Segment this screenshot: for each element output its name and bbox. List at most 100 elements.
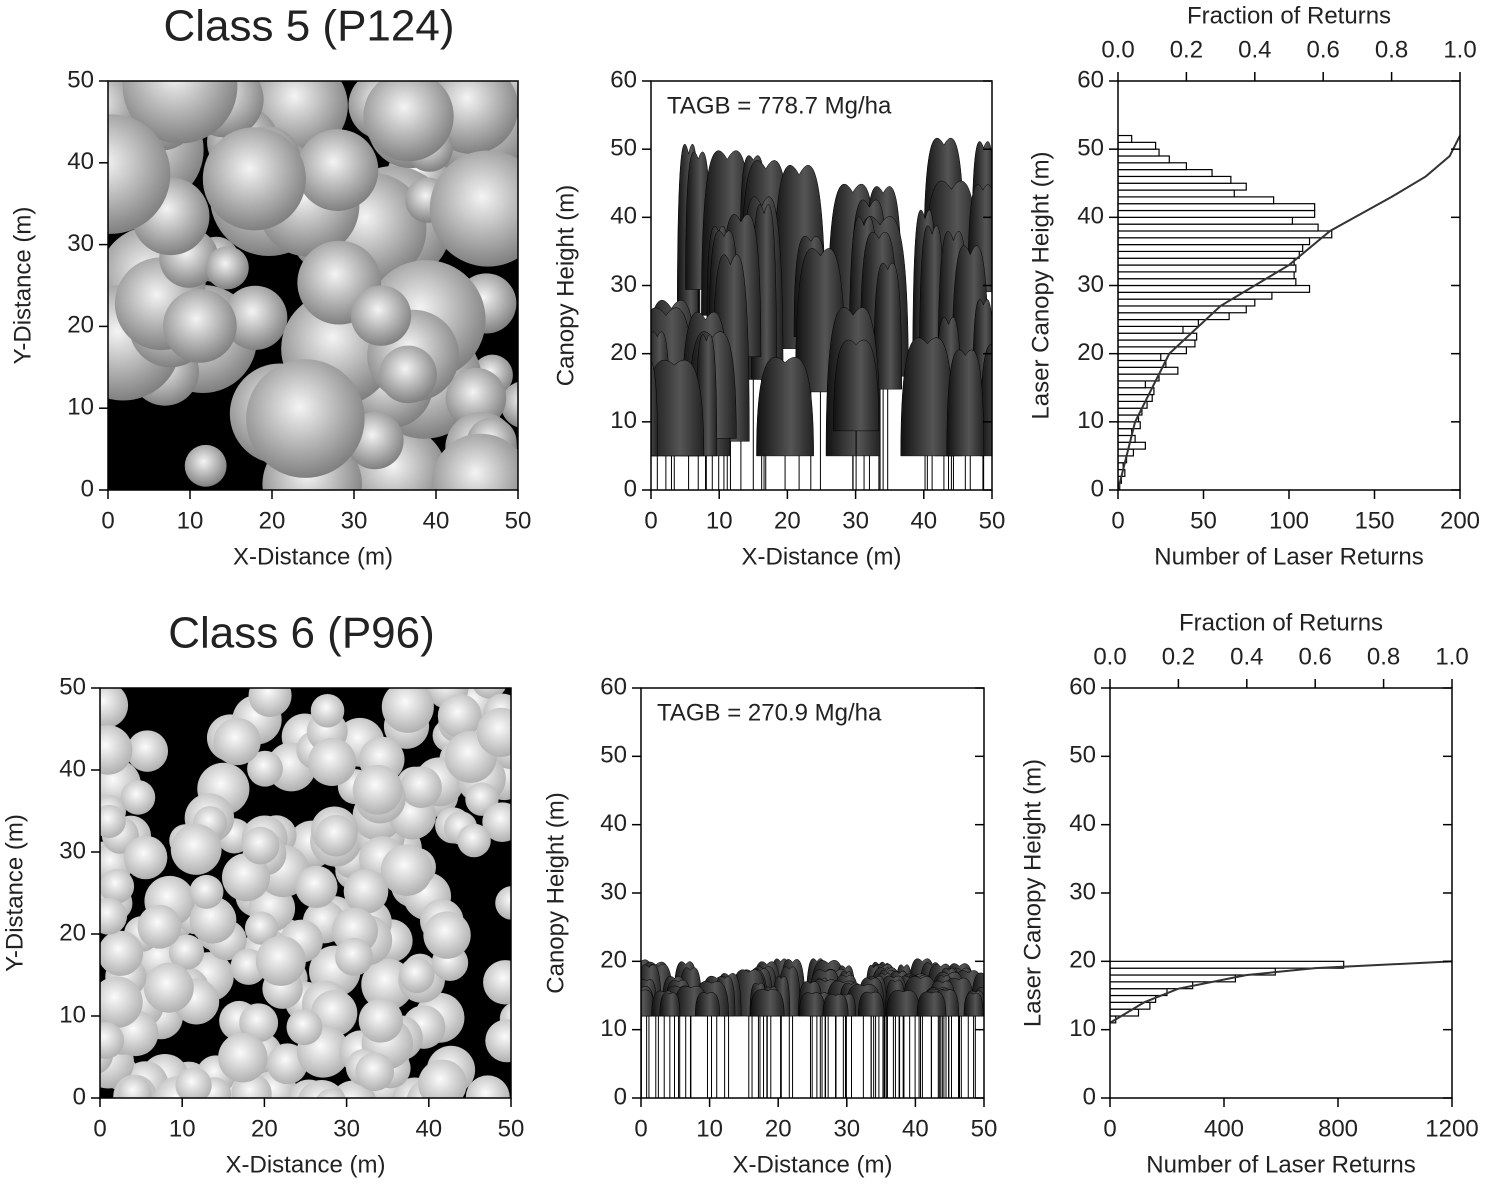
x-tick-label: 50 <box>1190 507 1217 534</box>
x2-tick-label: 0.4 <box>1238 36 1271 63</box>
y-tick-label: 40 <box>1077 203 1104 230</box>
panel-title: Class 6 (P96) <box>168 609 435 658</box>
y-tick-label: 0 <box>1091 475 1104 502</box>
bar <box>1118 291 1273 300</box>
y-axis-label: Y-Distance (m) <box>1 814 28 972</box>
crown <box>465 1075 510 1098</box>
x-tick-label: 10 <box>696 1115 723 1142</box>
x-axis-label: X-Distance (m) <box>225 1151 385 1178</box>
x-tick-label: 0 <box>634 1115 647 1142</box>
crown <box>117 1076 152 1098</box>
annotation-bg <box>653 83 990 129</box>
crown <box>170 824 222 875</box>
crown <box>189 874 224 909</box>
x2-tick-label: 0.0 <box>1101 36 1134 63</box>
tree-crown <box>822 994 849 1017</box>
crown <box>100 930 144 976</box>
y-tick-label: 30 <box>600 878 627 905</box>
crown <box>221 853 271 902</box>
tree-crown <box>946 349 985 457</box>
x-tick-label: 20 <box>765 1115 792 1142</box>
tree-crown <box>858 991 885 1017</box>
crown <box>476 707 511 757</box>
y-axis-label: Y-Distance (m) <box>9 207 36 365</box>
annotation: TAGB = 778.7 Mg/ha <box>667 92 892 119</box>
x2-tick-label: 1.0 <box>1443 36 1476 63</box>
y-tick-label: 60 <box>610 66 637 93</box>
bar <box>1118 169 1213 178</box>
annotation: TAGB = 270.9 Mg/ha <box>657 699 882 726</box>
x-tick-label: 20 <box>774 507 801 534</box>
bar <box>1118 148 1160 157</box>
x-axis-label: X-Distance (m) <box>741 543 901 570</box>
crown <box>143 962 194 1013</box>
bar <box>1118 434 1136 443</box>
bar <box>1110 960 1345 969</box>
y-tick-label: 10 <box>600 1015 627 1042</box>
tree-crown <box>756 357 814 457</box>
tree-crown <box>651 359 705 457</box>
x-tick-label: 40 <box>423 507 450 534</box>
tree-crown <box>798 992 826 1017</box>
annotation-bg <box>643 690 982 736</box>
crown <box>244 911 279 945</box>
crown <box>308 737 357 786</box>
y-tick-label: 30 <box>59 837 86 864</box>
x-tick-label: 200 <box>1440 507 1480 534</box>
crown <box>163 289 237 363</box>
crown <box>295 865 338 909</box>
bar <box>1118 448 1134 457</box>
crown <box>100 897 128 935</box>
y-tick-label: 20 <box>67 312 94 339</box>
panel-title: Class 5 (P124) <box>163 2 454 51</box>
x-tick-label: 30 <box>341 507 368 534</box>
x-tick-label: 10 <box>169 1115 196 1142</box>
x-tick-label: 40 <box>415 1115 442 1142</box>
y-tick-label: 50 <box>1077 135 1104 162</box>
x-tick-label: 150 <box>1354 507 1394 534</box>
crown <box>246 359 365 478</box>
bar <box>1118 284 1311 293</box>
x2-axis-label: Fraction of Returns <box>1187 2 1391 29</box>
x-axis-label: Number of Laser Returns <box>1154 543 1423 570</box>
y-tick-label: 30 <box>1077 271 1104 298</box>
y-tick-label: 10 <box>59 1001 86 1028</box>
tree-crown <box>886 990 921 1017</box>
bar <box>1118 244 1304 253</box>
crown <box>122 81 238 144</box>
crown <box>189 896 237 944</box>
crown <box>429 150 518 267</box>
crown <box>311 989 358 1037</box>
bar <box>1118 353 1162 362</box>
bar <box>1118 223 1319 232</box>
tree-crown <box>694 992 720 1017</box>
crown <box>350 285 412 346</box>
crown <box>379 345 437 404</box>
crown <box>483 960 511 1005</box>
crown <box>437 694 482 738</box>
y-tick-label: 60 <box>600 673 627 700</box>
plot-area <box>1110 960 1452 1024</box>
bar <box>1118 305 1247 314</box>
x-tick-label: 10 <box>177 507 204 534</box>
bar <box>1118 162 1188 171</box>
crown <box>137 904 182 949</box>
tree-crown <box>659 992 681 1017</box>
y-tick-label: 40 <box>59 755 86 782</box>
x-tick-label: 10 <box>706 507 733 534</box>
x-tick-label: 800 <box>1318 1115 1358 1142</box>
crown <box>355 1052 394 1092</box>
crown <box>352 764 403 815</box>
crown <box>100 688 129 729</box>
y-axis-label: Canopy Height (m) <box>552 185 579 386</box>
bar <box>1118 230 1333 239</box>
crown <box>100 1022 125 1059</box>
x-tick-label: 40 <box>910 507 937 534</box>
tree-crown <box>916 991 947 1017</box>
x-tick-label: 100 <box>1269 507 1309 534</box>
y-tick-label: 0 <box>624 475 637 502</box>
crown <box>123 835 168 880</box>
crown <box>202 127 306 231</box>
y-axis-label: Laser Canopy Height (m) <box>1019 759 1046 1027</box>
bar <box>1118 441 1146 450</box>
